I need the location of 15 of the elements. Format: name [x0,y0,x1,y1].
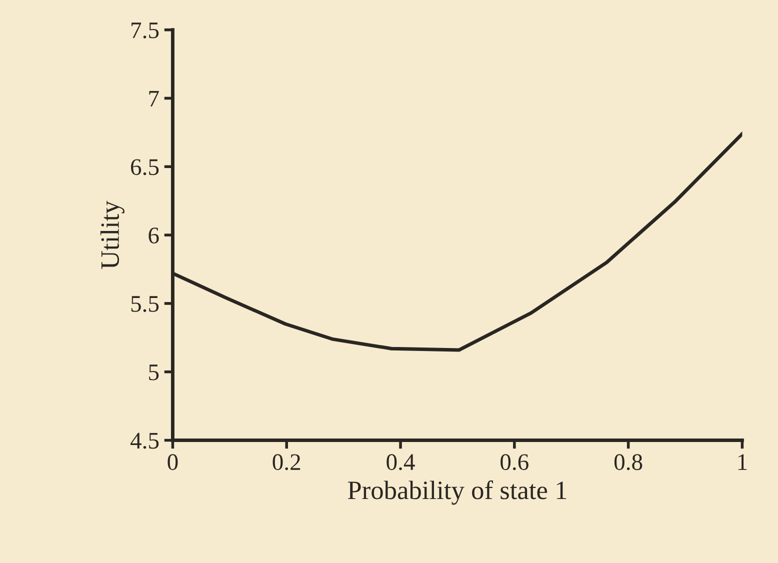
y-tick-label: 6 [148,228,159,244]
x-tick-label: 0 [168,454,178,470]
y-tick-label: 5.5 [131,296,159,312]
x-axis-title: Probability of state 1 [348,480,566,505]
y-tick-label: 7.5 [132,22,159,38]
x-tick-label: 1 [738,454,747,470]
y-tick-label: 5 [149,364,159,380]
x-tick-label: 0.6 [500,454,528,470]
x-tick-label: 0.4 [386,454,415,470]
x-tick-label: 0.8 [614,454,642,470]
y-axis-title: Utility [100,200,124,269]
y-tick-label: 6.5 [131,159,159,176]
y-tick-label: 4.5 [130,432,159,449]
y-tick-label: 7 [149,90,159,106]
x-tick-label: 0.2 [272,454,300,470]
